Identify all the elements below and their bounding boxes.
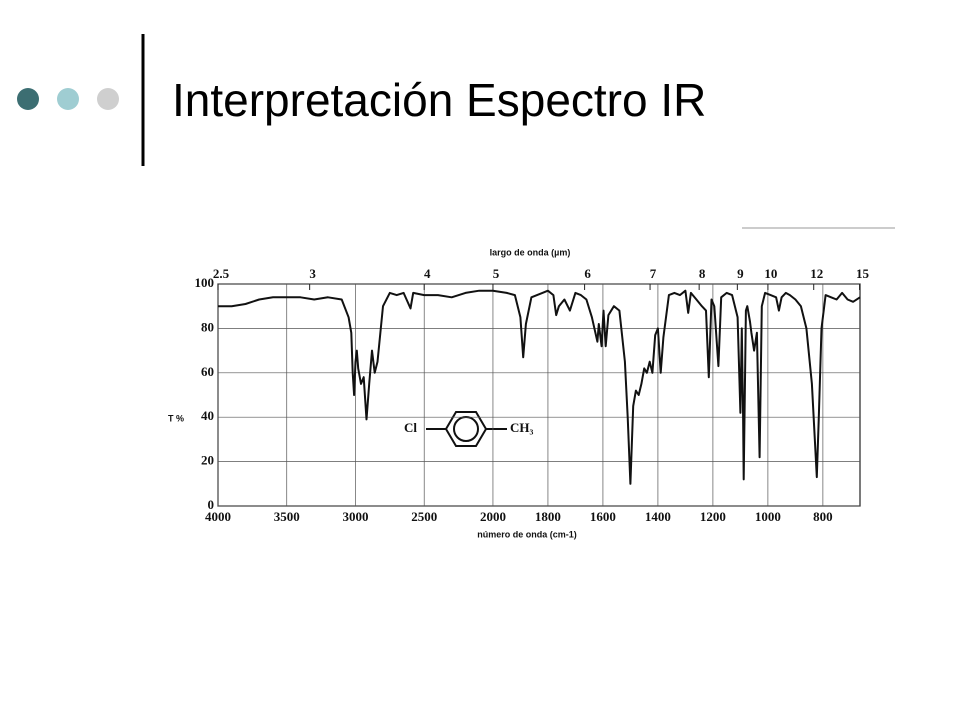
- y-tick-label: 40: [201, 408, 214, 423]
- x2-tick-label: 2.5: [213, 266, 230, 281]
- x-tick-label: 800: [813, 509, 833, 524]
- x2-tick-label: 9: [737, 266, 744, 281]
- x-tick-label: 2500: [411, 509, 437, 524]
- x2-tick-label: 7: [650, 266, 657, 281]
- x-tick-label: 1200: [700, 509, 726, 524]
- x2-tick-label: 12: [810, 266, 823, 281]
- x2-tick-label: 15: [856, 266, 870, 281]
- x-tick-label: 1000: [755, 509, 781, 524]
- x2-tick-label: 6: [584, 266, 591, 281]
- y-tick-label: 60: [201, 364, 214, 379]
- spectrum-line: [218, 289, 861, 485]
- x-tick-label: 2000: [480, 509, 506, 524]
- x2-tick-label: 10: [764, 266, 777, 281]
- y-tick-label: 0: [208, 497, 215, 512]
- bullet-dot: [17, 88, 39, 110]
- x-tick-label: 1400: [645, 509, 671, 524]
- x2-tick-label: 3: [309, 266, 316, 281]
- x2-tick-label: 5: [493, 266, 500, 281]
- y-tick-label: 100: [195, 275, 215, 290]
- x-tick-label: 3500: [274, 509, 300, 524]
- bullet-dot: [97, 88, 119, 110]
- y-tick-label: 80: [201, 319, 214, 334]
- x-tick-label: 4000: [205, 509, 231, 524]
- y-tick-label: 20: [201, 453, 214, 468]
- plot-frame: [217, 283, 861, 507]
- x2-tick-label: 8: [699, 266, 706, 281]
- x-axis-label: número de onda (cm-1): [477, 529, 577, 539]
- x2-axis-label: largo de onda (µm): [490, 247, 571, 257]
- slide-title: Interpretación Espectro IR: [172, 74, 706, 126]
- annotation: CH₃: [510, 420, 534, 435]
- x-tick-label: 1600: [590, 509, 616, 524]
- x-tick-label: 1800: [535, 509, 561, 524]
- annotation: Cl: [404, 420, 417, 435]
- x-tick-label: 3000: [342, 509, 368, 524]
- bullet-dot: [57, 88, 79, 110]
- y-axis-label: T %: [168, 413, 184, 423]
- x2-tick-label: 4: [424, 266, 431, 281]
